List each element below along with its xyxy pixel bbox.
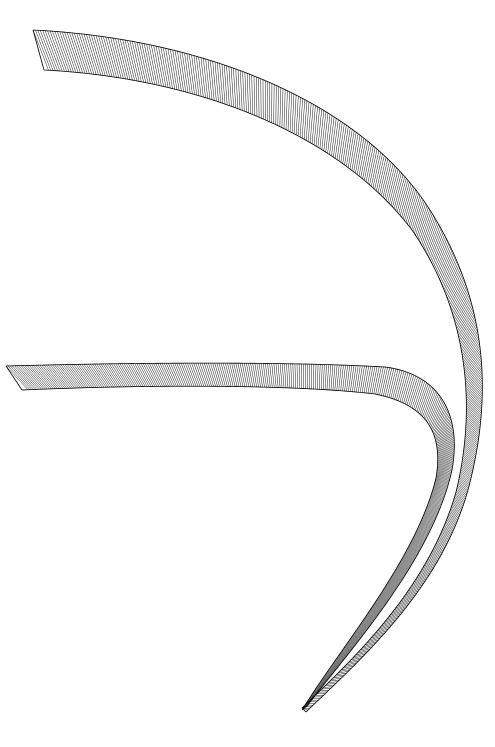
ribbon-end-cap-start bbox=[32, 29, 45, 71]
outer-hatched-ribbon bbox=[32, 29, 483, 713]
ribbon-hatching bbox=[32, 29, 483, 713]
ribbon-end-cap-start bbox=[5, 365, 23, 391]
ribbon-edge-outer bbox=[32, 29, 483, 713]
ribbon-edge-outer bbox=[5, 362, 455, 707]
ribbon-edge-inner bbox=[43, 69, 467, 709]
ribbon-edge-inner bbox=[21, 385, 439, 711]
ribbon-hatching bbox=[5, 363, 455, 711]
inner-hatched-ribbon bbox=[5, 362, 455, 711]
